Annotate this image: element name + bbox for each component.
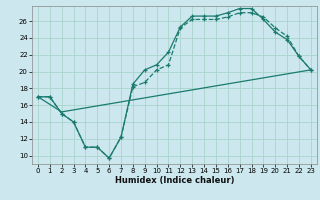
X-axis label: Humidex (Indice chaleur): Humidex (Indice chaleur) [115,176,234,185]
